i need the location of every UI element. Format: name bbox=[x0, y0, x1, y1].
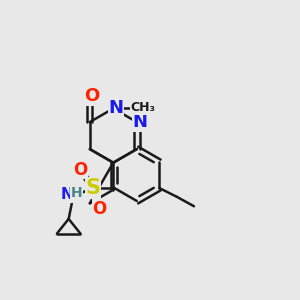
Text: S: S bbox=[85, 178, 100, 198]
Text: O: O bbox=[92, 200, 107, 217]
Text: N: N bbox=[60, 187, 73, 202]
Text: N: N bbox=[133, 113, 148, 131]
Text: CH₃: CH₃ bbox=[131, 101, 156, 114]
Text: N: N bbox=[109, 99, 124, 117]
Text: O: O bbox=[73, 161, 88, 179]
Text: O: O bbox=[84, 87, 99, 105]
Text: H: H bbox=[71, 186, 82, 200]
